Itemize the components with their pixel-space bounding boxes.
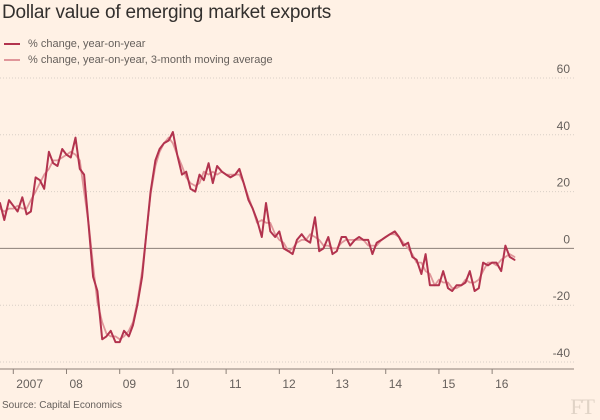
x-tick-label: 15 — [442, 377, 456, 391]
y-tick-label: 60 — [557, 62, 571, 76]
x-tick-label: 13 — [336, 377, 350, 391]
x-tick-label: 11 — [229, 377, 242, 391]
series-line-ma — [0, 136, 516, 341]
legend-label-ma: % change, year-on-year, 3-month moving a… — [28, 54, 273, 66]
legend-label-yoy: % change, year-on-year — [28, 38, 146, 50]
x-tick-label: 10 — [176, 377, 190, 391]
x-tick-label: 08 — [70, 377, 84, 391]
y-tick-label: -40 — [553, 346, 571, 360]
y-tick-label: 0 — [563, 232, 570, 246]
x-tick-label: 09 — [123, 377, 137, 391]
legend: % change, year-on-year % change, year-on… — [4, 36, 273, 68]
x-tick-label: 14 — [389, 377, 403, 391]
y-tick-label: 20 — [557, 176, 571, 190]
x-tick-label: 12 — [282, 377, 296, 391]
series-line-yoy — [0, 131, 516, 344]
legend-swatch-yoy — [4, 43, 20, 45]
legend-item-yoy: % change, year-on-year — [4, 36, 273, 52]
y-tick-label: 40 — [557, 119, 571, 133]
chart-title: Dollar value of emerging market exports — [2, 2, 332, 23]
legend-swatch-ma — [4, 59, 20, 61]
brand-logo: FT — [570, 394, 595, 419]
x-tick-label: 16 — [495, 377, 509, 391]
source-note: Source: Capital Economics — [2, 400, 123, 411]
x-tick-label: 2007 — [16, 377, 43, 391]
y-tick-label: -20 — [553, 289, 571, 303]
legend-item-ma: % change, year-on-year, 3-month moving a… — [4, 52, 273, 68]
